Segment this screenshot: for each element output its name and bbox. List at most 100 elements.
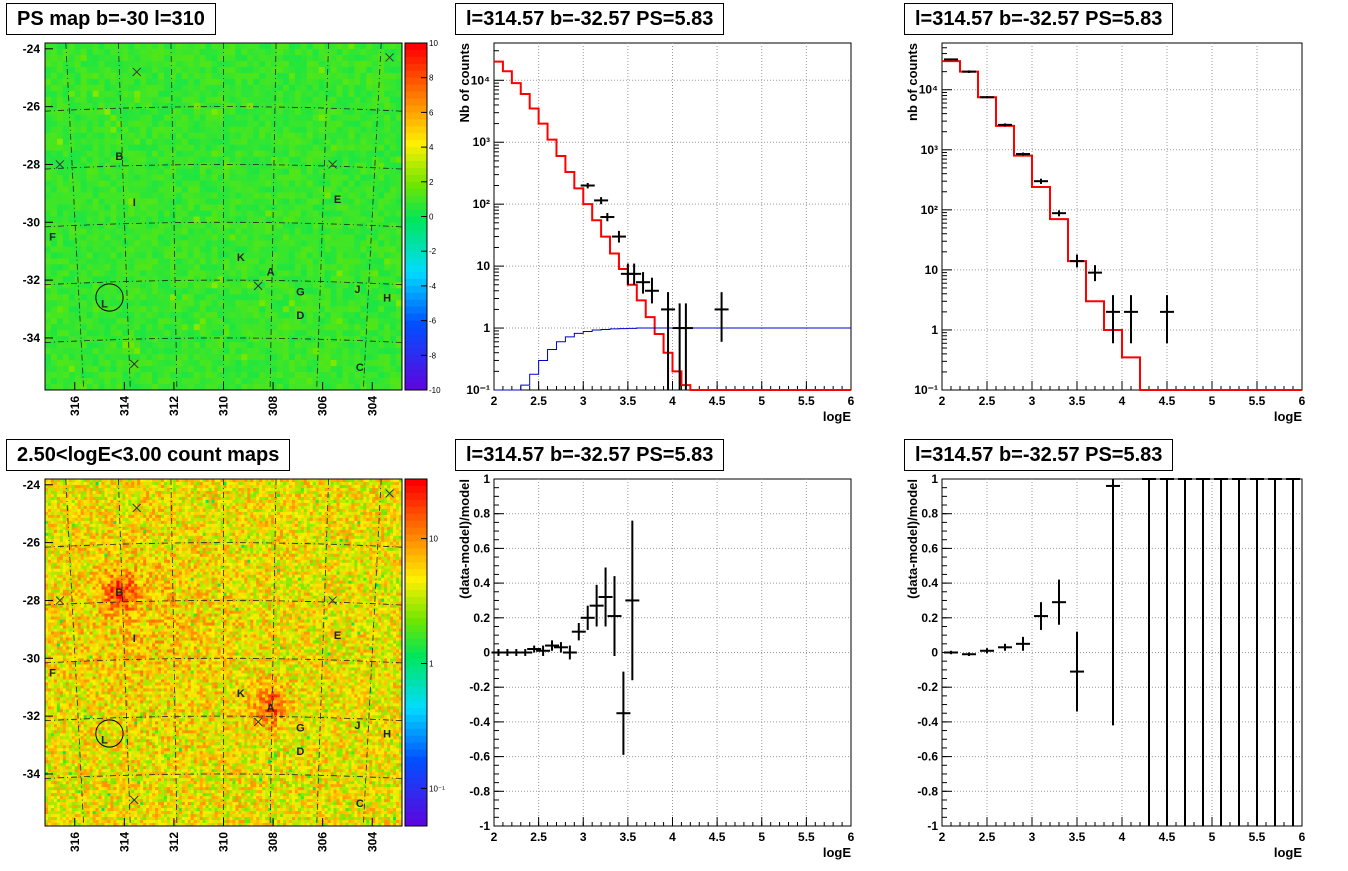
map-pixel [294,180,302,187]
map-pixel [62,336,70,343]
map-pixel [80,54,88,62]
map-pixel [372,138,379,146]
map-pixel [241,384,248,391]
map-pixel [169,234,177,241]
map-pixel [354,150,361,158]
map-pixel [146,60,153,68]
map-pixel [283,234,290,241]
map-pixel [360,246,367,253]
map-pixel [390,138,397,146]
map-pixel [187,258,195,265]
map-pixel [122,360,129,367]
map-pixel [253,150,260,158]
map-pixel [229,360,236,367]
map-pixel [50,751,55,755]
map-pixel [110,168,117,176]
map-pixel [128,156,135,164]
map-pixel [74,240,82,247]
map-pixel [62,511,67,516]
map-pixel [59,790,64,794]
map-pixel [45,156,52,164]
map-pixel [98,156,105,164]
map-pixel [360,132,367,140]
map-pixel [235,144,242,152]
map-pixel [217,114,224,122]
map-pixel [152,228,159,235]
map-pixel [205,43,212,50]
map-pixel [396,66,403,74]
map-pixel [354,210,361,217]
map-pixel [306,228,314,235]
map-pixel [360,126,367,134]
map-pixel [92,186,99,193]
map-pixel [53,550,58,555]
map-pixel [110,132,117,140]
map-pixel [134,276,141,283]
map-pixel [247,270,254,277]
map-pixel [59,700,64,704]
map-pixel [68,336,76,343]
map-pixel [306,330,314,337]
map-pixel [265,90,272,98]
map-pixel [300,210,308,217]
map-pixel [56,787,61,791]
source-label: D [296,310,304,322]
map-pixel [277,60,284,68]
map-pixel [348,180,355,187]
map-pixel [68,616,73,620]
map-pixel [193,312,201,319]
map-pixel [68,703,73,707]
map-pixel [140,258,147,265]
map-pixel [384,228,391,235]
map-pixel [217,96,224,104]
spectrum-panel-2: 2 2.5 3 3.5 4 4.5 5 5.5 6 10⁻¹ 1 10 10² 10³ 10⁴ logE nb … [898,0,1348,430]
map-pixel [146,114,153,122]
map-pixel [169,120,177,128]
map-pixel [265,180,272,187]
map-pixel [181,252,189,259]
map-pixel [199,294,207,301]
map-pixel [62,778,67,782]
map-pixel [53,751,58,755]
map-pixel [68,805,73,809]
map-pixel [360,210,367,217]
map-pixel [247,366,254,373]
map-pixel [253,342,260,349]
map-pixel [253,186,260,193]
map-pixel [175,264,183,271]
map-pixel [59,802,64,806]
map-pixel [56,667,61,671]
colorbar-cell [405,320,427,329]
map-pixel [277,264,284,271]
map-pixel [45,781,49,785]
map-pixel [277,78,284,86]
map-pixel [68,66,76,74]
map-pixel [80,360,88,367]
map-pixel [288,354,296,361]
map-pixel [193,372,201,379]
map-pixel [128,384,135,391]
map-pixel [396,192,403,199]
map-pixel [86,228,93,235]
map-pixel [128,306,135,313]
map-pixel [50,694,55,698]
map-pixel [277,102,284,110]
map-pixel [271,300,278,307]
map-pixel [348,102,355,110]
map-pixel [53,493,58,498]
map-pixel [205,342,212,349]
map-pixel [199,234,207,241]
map-pixel [62,685,67,689]
map-pixel [116,294,123,301]
map-pixel [360,270,367,277]
map-pixel [336,198,343,205]
map-pixel [378,378,385,385]
map-pixel [45,685,49,689]
map-pixel [45,823,49,827]
map-pixel [116,120,123,128]
map-pixel [390,204,397,211]
map-pixel [283,264,290,271]
map-pixel [229,246,236,253]
map-pixel [53,526,58,531]
map-pixel [175,372,183,379]
